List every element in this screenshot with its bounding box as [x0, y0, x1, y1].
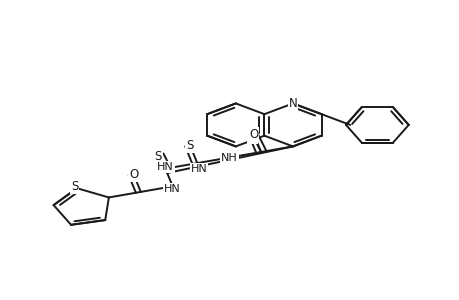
- Text: S: S: [154, 150, 162, 163]
- Text: O: O: [247, 130, 257, 143]
- Text: S: S: [186, 139, 193, 152]
- Text: S: S: [71, 180, 78, 193]
- Text: O: O: [249, 128, 258, 141]
- Text: HN: HN: [164, 184, 181, 194]
- Text: HN: HN: [157, 162, 174, 172]
- Text: HN: HN: [190, 164, 207, 174]
- Text: NH: NH: [221, 153, 238, 163]
- Text: O: O: [129, 168, 138, 181]
- Text: N: N: [288, 97, 297, 110]
- Text: NH: NH: [220, 152, 237, 163]
